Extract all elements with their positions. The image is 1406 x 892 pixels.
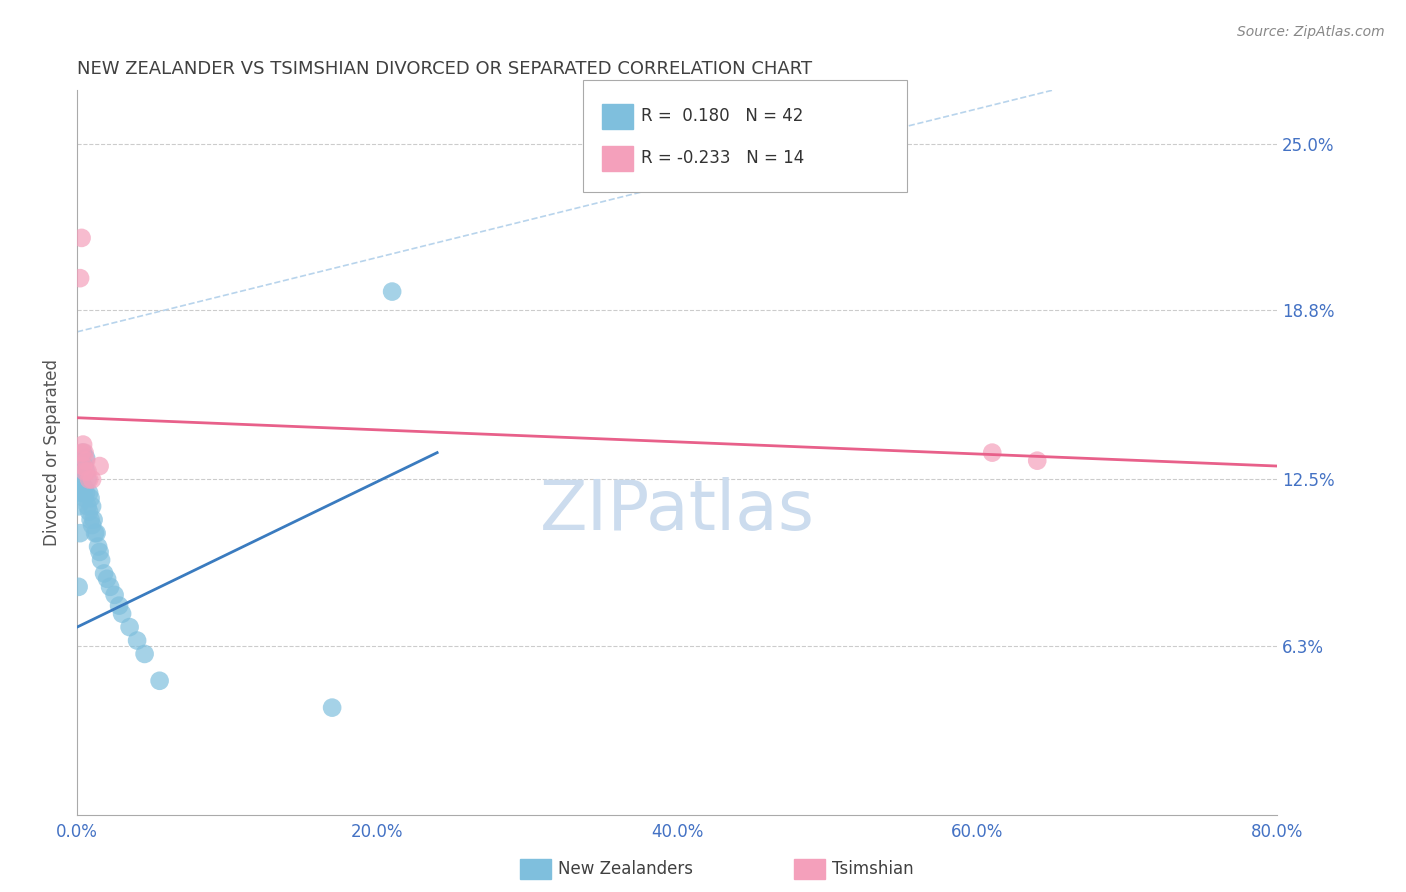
Point xyxy=(79,513,101,527)
Point xyxy=(90,553,112,567)
Point xyxy=(82,518,104,533)
Point xyxy=(75,453,97,467)
Point xyxy=(72,445,94,459)
Point xyxy=(108,599,131,613)
Text: New Zealanders: New Zealanders xyxy=(558,860,693,878)
Point xyxy=(79,491,101,506)
Point xyxy=(84,526,107,541)
Point xyxy=(69,526,91,541)
Point xyxy=(73,491,96,506)
Point xyxy=(321,700,343,714)
Point xyxy=(73,464,96,478)
Point xyxy=(70,445,93,459)
Point xyxy=(83,513,105,527)
Point xyxy=(89,458,111,473)
Point xyxy=(77,505,100,519)
Point xyxy=(70,231,93,245)
Point xyxy=(69,473,91,487)
Point xyxy=(73,445,96,459)
Text: Tsimshian: Tsimshian xyxy=(832,860,914,878)
Point xyxy=(72,486,94,500)
Point xyxy=(67,500,90,514)
Point xyxy=(75,486,97,500)
Point xyxy=(77,486,100,500)
Point xyxy=(104,588,127,602)
Point xyxy=(1026,453,1049,467)
Point xyxy=(72,437,94,451)
Point xyxy=(89,545,111,559)
Text: R = -0.233   N = 14: R = -0.233 N = 14 xyxy=(641,149,804,167)
Point xyxy=(96,572,118,586)
Point xyxy=(134,647,156,661)
Text: NEW ZEALANDER VS TSIMSHIAN DIVORCED OR SEPARATED CORRELATION CHART: NEW ZEALANDER VS TSIMSHIAN DIVORCED OR S… xyxy=(77,60,813,78)
Point xyxy=(111,607,134,621)
Point xyxy=(72,458,94,473)
Text: R =  0.180   N = 42: R = 0.180 N = 42 xyxy=(641,107,803,125)
Point xyxy=(86,526,108,541)
Point xyxy=(93,566,115,581)
Point xyxy=(73,481,96,495)
Point xyxy=(118,620,141,634)
Point xyxy=(72,464,94,478)
Point xyxy=(127,633,149,648)
Point xyxy=(75,464,97,478)
Point xyxy=(77,473,100,487)
Point xyxy=(981,445,1004,459)
Point xyxy=(67,580,90,594)
Point xyxy=(73,458,96,473)
Text: Source: ZipAtlas.com: Source: ZipAtlas.com xyxy=(1237,25,1385,39)
Y-axis label: Divorced or Separated: Divorced or Separated xyxy=(44,359,60,546)
Point xyxy=(87,540,110,554)
Point xyxy=(98,580,121,594)
Point xyxy=(75,450,97,465)
Point xyxy=(70,458,93,473)
Point xyxy=(76,464,98,478)
Point xyxy=(69,271,91,285)
Text: ZIPatlas: ZIPatlas xyxy=(540,477,814,544)
Point xyxy=(381,285,404,299)
Point xyxy=(149,673,172,688)
Point xyxy=(70,486,93,500)
Point xyxy=(76,473,98,487)
Point xyxy=(70,473,93,487)
Point xyxy=(82,473,104,487)
Point xyxy=(82,500,104,514)
Point xyxy=(76,500,98,514)
